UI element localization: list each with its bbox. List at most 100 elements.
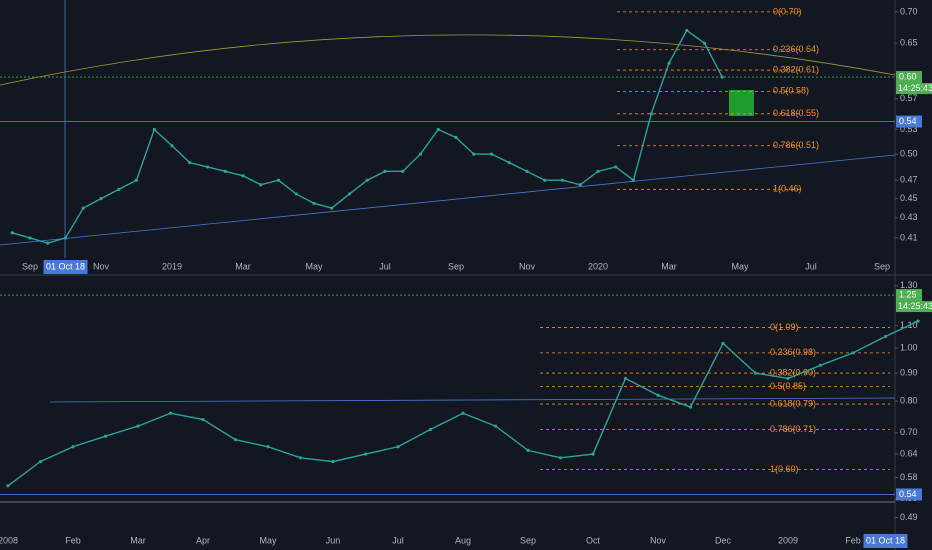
price-point <box>28 236 32 240</box>
y-tick-label: 0.41 <box>900 232 918 242</box>
trend-line <box>49 397 896 403</box>
y-tick-label: 0.64 <box>900 448 918 458</box>
price-point <box>99 197 103 201</box>
crosshair-date-box <box>43 260 88 274</box>
x-tick-label: 01 Oct 18 <box>866 535 905 545</box>
x-tick-label: May <box>305 261 323 271</box>
price-point <box>38 460 43 464</box>
x-tick-label: Jul <box>805 261 817 271</box>
x-tick-label: Nov <box>650 535 667 545</box>
price-point <box>233 438 238 442</box>
x-tick-label: Nov <box>519 261 536 271</box>
price-marker-label: 0.60 <box>899 71 917 81</box>
price-point <box>916 319 920 323</box>
price-point <box>241 174 245 178</box>
price-point <box>596 169 600 173</box>
x-tick-label: 2009 <box>778 535 798 545</box>
fib-label: 0.618(0.79) <box>770 398 816 408</box>
price-marker <box>896 488 922 501</box>
fib-label: 1(0.46) <box>773 184 802 194</box>
price-point <box>702 41 707 45</box>
price-marker <box>896 289 922 302</box>
fib-label: 0(0.70) <box>773 6 802 16</box>
fib-label: 0.236(0.98) <box>770 347 816 357</box>
price-point <box>720 75 724 79</box>
x-tick-label: Feb <box>65 535 81 545</box>
price-point <box>558 456 563 460</box>
price-point <box>266 445 270 449</box>
price-point <box>223 169 227 173</box>
x-tick-label: Jun <box>326 535 341 545</box>
price-point <box>136 424 140 428</box>
price-point <box>526 448 530 452</box>
y-tick-label: 0.45 <box>900 193 918 203</box>
price-point <box>71 445 75 449</box>
fib-label: 0(1.09) <box>770 322 799 332</box>
x-tick-label: Sep <box>520 535 536 545</box>
x-tick-label: Mar <box>235 261 251 271</box>
arc <box>0 34 896 86</box>
x-tick-label: Sep <box>874 261 890 271</box>
price-point <box>688 405 693 409</box>
fib-label: 0.382(0.61) <box>773 64 819 74</box>
price-point <box>152 127 156 132</box>
x-tick-label: Dec <box>715 535 732 545</box>
price-point <box>786 376 790 381</box>
price-point <box>103 434 108 438</box>
price-point <box>507 161 511 165</box>
price-point <box>753 371 758 375</box>
x-tick-label: May <box>731 261 749 271</box>
x-tick-label: Aug <box>455 535 471 545</box>
fib-label: 0.786(0.51) <box>773 140 819 150</box>
countdown: 14:25:43 <box>898 301 932 311</box>
price-point <box>117 187 121 191</box>
y-tick-label: 0.53 <box>900 124 918 134</box>
fib-label: 0.618(0.55) <box>773 108 819 118</box>
price-point <box>649 112 653 116</box>
price-point <box>543 178 547 182</box>
trend-line <box>0 154 896 246</box>
price-point <box>10 231 14 235</box>
x-tick-label: Nov <box>93 261 110 271</box>
price-point <box>383 169 387 173</box>
price-point <box>818 363 823 367</box>
price-marker-label: 1.25 <box>899 289 917 299</box>
price-point <box>418 152 423 156</box>
y-tick-label: 0.70 <box>900 427 918 437</box>
price-point <box>489 152 494 156</box>
price-point <box>259 183 263 187</box>
x-tick-label: 01 Oct 18 <box>46 261 85 271</box>
x-tick-label: Jul <box>379 261 391 271</box>
y-tick-label: 0.49 <box>900 512 918 522</box>
y-tick-label: 0.70 <box>900 6 918 16</box>
price-point <box>205 165 210 169</box>
x-tick-label: Mar <box>661 261 677 271</box>
fib-label: 0.786(0.71) <box>770 424 816 434</box>
x-tick-label: Feb <box>845 535 861 545</box>
price-point <box>525 169 529 173</box>
y-tick-label: 0.90 <box>900 367 918 377</box>
price-point <box>883 334 888 339</box>
price-point <box>623 376 628 381</box>
price-point <box>298 456 303 460</box>
y-tick-label: 0.43 <box>900 212 918 222</box>
price-point <box>461 411 465 415</box>
price-point <box>436 127 440 132</box>
price-point <box>347 192 352 196</box>
price-point <box>428 427 433 432</box>
price-point <box>276 178 281 182</box>
price-marker <box>896 115 922 128</box>
price-point <box>170 144 174 148</box>
price-point <box>365 178 369 182</box>
price-point <box>721 341 725 345</box>
fib-label: 0.382(0.90) <box>770 367 816 377</box>
y-tick-label: 1.30 <box>900 280 918 290</box>
price-point <box>294 192 298 196</box>
price-point <box>363 452 368 456</box>
y-tick-label: 0.65 <box>900 38 918 48</box>
price-marker <box>896 71 922 84</box>
y-tick-label: 0.80 <box>900 395 918 405</box>
price-point <box>591 452 595 456</box>
price-point <box>330 206 334 210</box>
